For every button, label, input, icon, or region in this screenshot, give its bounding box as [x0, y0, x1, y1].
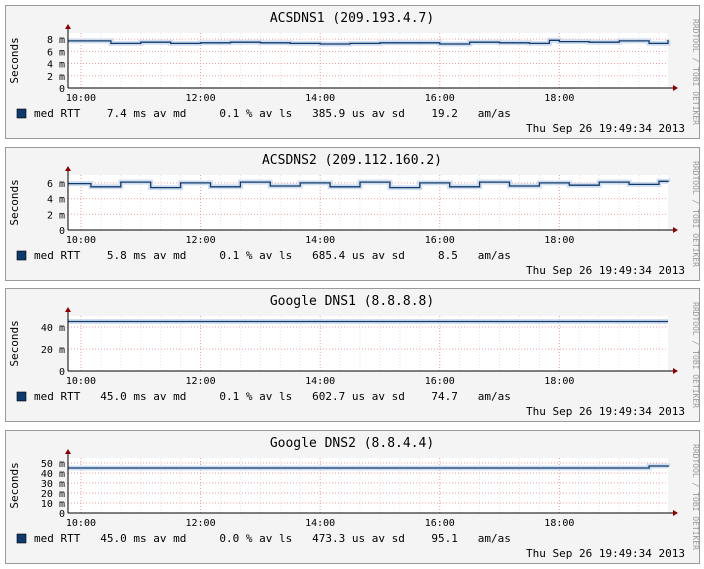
- x-tick-label: 12:00: [186, 376, 216, 387]
- y-axis-label: Seconds: [8, 320, 21, 366]
- watermark-text: RRDTOOL / TOBI OETIKER: [691, 302, 700, 408]
- chart-panel-4: 010 m20 m30 m40 m50 m 10:00 12:00 14:00 16:0…: [5, 430, 700, 564]
- x-tick-label: 18:00: [544, 235, 574, 246]
- y-tick-label: 4 m: [47, 60, 65, 71]
- chart-title: ACSDNS1 (209.193.4.7): [270, 11, 434, 26]
- x-tick-label: 10:00: [66, 93, 96, 104]
- legend-text: med RTT 7.4 ms av md 0.1 % av ls 385.9 u…: [34, 107, 511, 120]
- legend-swatch: [16, 108, 27, 119]
- timestamp: Thu Sep 26 19:49:34 2013: [526, 122, 685, 135]
- watermark-text: RRDTOOL / TOBI OETIKER: [691, 19, 700, 125]
- y-axis-label: Seconds: [8, 179, 21, 225]
- x-tick-label: 10:00: [66, 376, 96, 387]
- timestamp: Thu Sep 26 19:49:34 2013: [526, 405, 685, 418]
- x-tick-label: 14:00: [305, 518, 335, 529]
- chart-title: Google DNS1 (8.8.8.8): [270, 294, 434, 309]
- legend-text: med RTT 5.8 ms av md 0.1 % av ls 685.4 u…: [34, 249, 511, 262]
- y-tick-label: 30 m: [41, 479, 65, 490]
- x-tick-label: 16:00: [425, 93, 455, 104]
- x-tick-label: 14:00: [305, 93, 335, 104]
- y-tick-label: 10 m: [41, 499, 65, 510]
- y-tick-label: 40 m: [41, 469, 65, 480]
- timestamp: Thu Sep 26 19:49:34 2013: [526, 264, 685, 277]
- legend-swatch: [16, 533, 27, 544]
- y-tick-label: 2 m: [47, 72, 65, 83]
- watermark-text: RRDTOOL / TOBI OETIKER: [691, 161, 700, 267]
- x-axis-arrow: [673, 368, 678, 374]
- x-tick-label: 16:00: [425, 518, 455, 529]
- legend-swatch: [16, 250, 27, 261]
- x-tick-label: 10:00: [66, 235, 96, 246]
- series-line-1: [68, 39, 669, 45]
- y-tick-label: 0: [59, 84, 65, 95]
- chart-panel-3: 0 20 m 40 m 10:00 12:00 14:00 16:00 18:00 Google…: [5, 288, 700, 422]
- x-tick-label: 10:00: [66, 518, 96, 529]
- x-tick-label: 14:00: [305, 376, 335, 387]
- chart-panel-1: 02 m4 m 6 m8 m 10:00 12:00 14:00 16:00 18:00 AC…: [5, 5, 700, 139]
- watermark-text: RRDTOOL / TOBI OETIKER: [691, 444, 700, 550]
- y-axis-label: Seconds: [8, 37, 21, 83]
- y-tick-label: 0: [59, 509, 65, 520]
- chart-title: Google DNS2 (8.8.4.4): [270, 436, 434, 451]
- series-line-1: [68, 465, 669, 469]
- y-tick-label: 0: [59, 367, 65, 378]
- y-tick-label: 20 m: [41, 345, 65, 356]
- y-tick-label: 6 m: [47, 179, 65, 190]
- timestamp: Thu Sep 26 19:49:34 2013: [526, 547, 685, 560]
- x-tick-label: 12:00: [186, 518, 216, 529]
- y-axis-arrow: [65, 307, 71, 312]
- x-axis-arrow: [673, 510, 678, 516]
- y-tick-label: 40 m: [41, 323, 65, 334]
- y-axis-arrow: [65, 166, 71, 171]
- y-tick-label: 0: [59, 226, 65, 237]
- y-tick-label: 8 m: [47, 35, 65, 46]
- y-axis-arrow: [65, 24, 71, 29]
- x-tick-label: 18:00: [544, 93, 574, 104]
- x-tick-label: 14:00: [305, 235, 335, 246]
- y-tick-label: 4 m: [47, 195, 65, 206]
- x-tick-label: 18:00: [544, 376, 574, 387]
- y-tick-label: 6 m: [47, 47, 65, 58]
- series-line-1: [68, 180, 669, 189]
- x-tick-label: 16:00: [425, 235, 455, 246]
- y-tick-label: 20 m: [41, 489, 65, 500]
- x-tick-label: 16:00: [425, 376, 455, 387]
- plot-area: [68, 316, 668, 371]
- x-tick-label: 18:00: [544, 518, 574, 529]
- legend-text: med RTT 45.0 ms av md 0.0 % av ls 473.3 …: [34, 532, 511, 545]
- x-axis-arrow: [673, 227, 678, 233]
- x-tick-label: 12:00: [186, 235, 216, 246]
- legend-swatch: [16, 391, 27, 402]
- chart-panel-2: 0 2 m 4 m 6 m 10:00 12:00 14:00 16:00 18:00 ACSDN…: [5, 147, 700, 281]
- chart-title: ACSDNS2 (209.112.160.2): [262, 153, 442, 168]
- y-axis-label: Seconds: [8, 462, 21, 508]
- y-tick-label: 50 m: [41, 459, 65, 470]
- x-tick-label: 12:00: [186, 93, 216, 104]
- legend-text: med RTT 45.0 ms av md 0.1 % av ls 602.7 …: [34, 390, 511, 403]
- y-axis-arrow: [65, 449, 71, 454]
- y-tick-label: 2 m: [47, 210, 65, 221]
- x-axis-arrow: [673, 85, 678, 91]
